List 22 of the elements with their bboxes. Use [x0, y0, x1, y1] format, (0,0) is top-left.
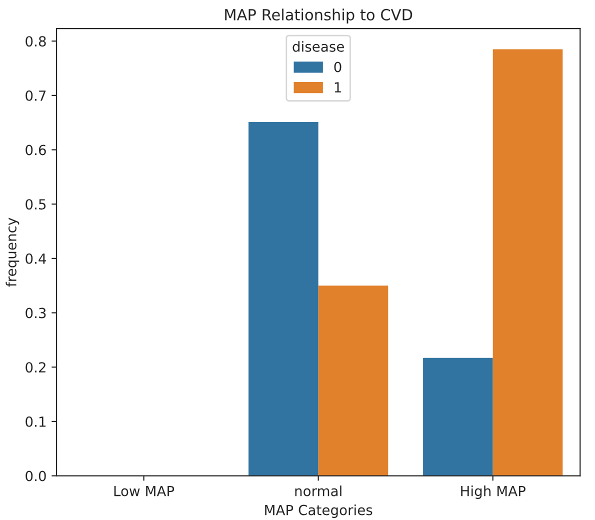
x-axis-title: MAP Categories — [265, 504, 372, 518]
y-axis-title: frequency — [6, 218, 20, 287]
y-tick-label: 0.5 — [26, 199, 46, 210]
y-tick-label: 0.2 — [26, 362, 46, 373]
x-tick-label: High MAP — [461, 486, 526, 499]
y-tick-label: 0.4 — [26, 253, 46, 264]
y-tick-label: 0.3 — [26, 308, 46, 318]
y-tick-label: 0.8 — [26, 36, 46, 47]
y-tick-label: 0.1 — [26, 416, 46, 427]
legend-label: 0 — [334, 62, 342, 72]
bar — [318, 286, 388, 476]
x-tick-label: Low MAP — [114, 486, 174, 496]
y-tick-label: 0.7 — [26, 90, 46, 101]
x-tick-label: normal — [295, 486, 342, 496]
y-tick-label: 0.0 — [26, 470, 46, 482]
y-tick-label: 0.6 — [26, 144, 46, 156]
legend-title: disease — [292, 41, 344, 52]
bar — [248, 122, 318, 476]
bar — [492, 49, 563, 476]
legend-label: 1 — [334, 82, 341, 92]
bar — [423, 358, 493, 476]
chart-title: MAP Relationship to CVD — [225, 8, 412, 24]
